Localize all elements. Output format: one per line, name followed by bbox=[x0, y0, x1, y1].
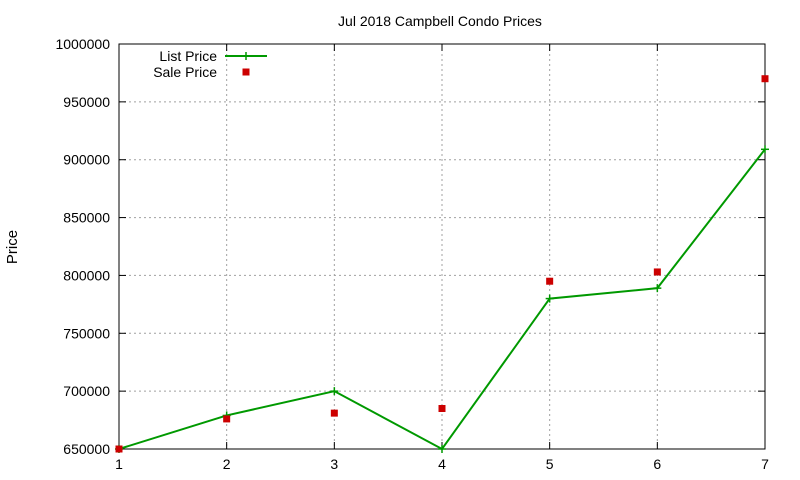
sale-price-point bbox=[330, 409, 338, 417]
y-tick-label: 950000 bbox=[63, 94, 110, 110]
x-tick-label: 6 bbox=[653, 456, 661, 472]
y-tick-label: 800000 bbox=[63, 267, 110, 283]
series-layer bbox=[115, 75, 769, 453]
legend-label-list-price: List Price bbox=[159, 48, 217, 64]
axis-ticks: 650000 700000 750000 800000 850000 900000 9500… bbox=[55, 36, 769, 472]
sale-price-point bbox=[546, 277, 554, 285]
y-tick-label: 850000 bbox=[63, 210, 110, 226]
y-tick-label: 900000 bbox=[63, 152, 110, 168]
series-sale-price bbox=[115, 75, 769, 453]
y-tick-label: 700000 bbox=[63, 383, 110, 399]
x-tick-label: 4 bbox=[438, 456, 446, 472]
sale-price-point bbox=[115, 445, 123, 453]
x-tick-label: 7 bbox=[761, 456, 769, 472]
legend-marker-sale-price bbox=[242, 68, 250, 76]
chart-title: Jul 2018 Campbell Condo Prices bbox=[338, 13, 542, 29]
x-tick-label: 3 bbox=[330, 456, 338, 472]
y-tick-label: 1000000 bbox=[55, 36, 110, 52]
y-tick-label: 650000 bbox=[63, 441, 110, 457]
list-price-point bbox=[545, 294, 554, 303]
list-price-point bbox=[438, 445, 446, 453]
list-price-point bbox=[761, 145, 769, 154]
y-tick-label: 750000 bbox=[63, 325, 110, 341]
legend-marker-list-price bbox=[242, 52, 250, 60]
sale-price-point bbox=[438, 405, 446, 412]
list-price-point bbox=[653, 284, 662, 293]
x-tick-label: 5 bbox=[546, 456, 554, 472]
sale-price-point bbox=[223, 415, 231, 423]
legend-label-sale-price: Sale Price bbox=[153, 64, 217, 80]
grid-lines bbox=[119, 44, 765, 449]
sale-price-point bbox=[653, 268, 661, 276]
sale-price-point bbox=[761, 75, 769, 83]
x-tick-label: 1 bbox=[115, 456, 123, 472]
list-price-point bbox=[330, 387, 339, 396]
y-axis-label: Price bbox=[4, 230, 21, 264]
x-tick-label: 2 bbox=[223, 456, 231, 472]
